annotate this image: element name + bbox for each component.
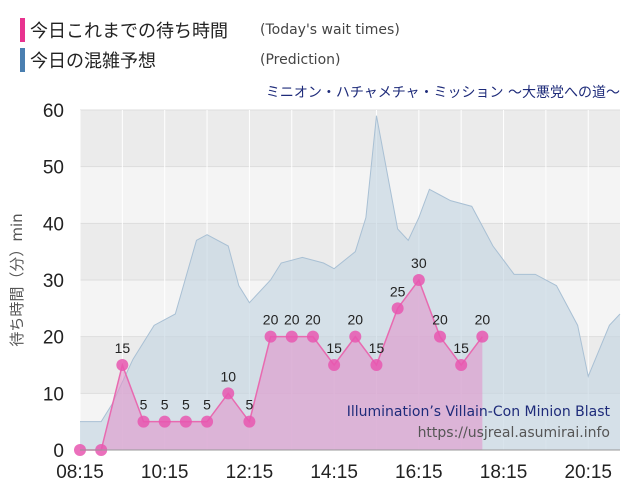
data-label: 20 (348, 312, 364, 328)
data-label: 5 (161, 397, 169, 413)
x-tick-label: 18:15 (480, 462, 528, 483)
today-point (434, 330, 446, 343)
data-label: 5 (246, 397, 254, 413)
chart-title: ミニオン・ハチャメチャ・ミッション ～大悪党への道～ (266, 85, 620, 101)
today-point (412, 274, 425, 286)
attribution-title: Illumination’s Villain-Con Minion Blast (347, 404, 611, 420)
today-point (201, 415, 214, 428)
today-point (116, 359, 129, 371)
today-point (349, 330, 362, 343)
today-point (179, 415, 192, 428)
today-point (455, 359, 468, 371)
legend-label-prediction: 今日の混雑予想 (30, 51, 156, 72)
legend-sublabel-today: (Today's wait times) (260, 22, 400, 38)
today-point (137, 415, 150, 428)
y-tick-label: 20 (43, 328, 64, 349)
today-area (80, 280, 483, 450)
prediction-line (80, 115, 621, 423)
legend-swatch-prediction (20, 48, 25, 72)
grid-band (80, 110, 620, 167)
data-label: 20 (475, 312, 491, 328)
today-point (158, 415, 171, 428)
data-label: 5 (140, 397, 148, 413)
today-point (285, 330, 298, 343)
x-tick-label: 16:15 (395, 462, 443, 483)
prediction-series (80, 115, 621, 451)
data-label: 15 (453, 340, 469, 356)
data-label: 20 (263, 312, 279, 328)
legend-label-today: 今日これまでの待ち時間 (30, 21, 228, 42)
prediction-area (80, 115, 620, 451)
legend-swatch-today (20, 18, 25, 42)
y-tick-label: 30 (43, 271, 64, 292)
data-label: 10 (220, 368, 236, 384)
today-point (264, 330, 277, 343)
x-tick-label: 12:15 (226, 462, 274, 483)
y-tick-label: 40 (43, 214, 64, 235)
data-label: 20 (432, 312, 448, 328)
x-tick-label: 10:15 (141, 462, 189, 483)
today-point (370, 359, 383, 371)
y-tick-label: 50 (43, 158, 64, 179)
y-axis-label: 待ち時間（分）min (8, 213, 26, 346)
y-tick-label: 60 (43, 101, 64, 122)
y-tick-label: 0 (53, 441, 64, 462)
data-label: 30 (411, 255, 427, 271)
legend-prediction: 今日の混雑予想 (Prediction) (20, 48, 340, 72)
x-tick-label: 20:15 (564, 462, 612, 483)
x-tick-label: 08:15 (56, 462, 104, 483)
today-point (306, 330, 319, 343)
data-label: 5 (203, 397, 211, 413)
data-label: 25 (390, 283, 406, 299)
data-label: 15 (326, 340, 342, 356)
data-label: 20 (305, 312, 321, 328)
legend-today: 今日これまでの待ち時間 (Today's wait times) (20, 18, 400, 42)
axes: 0 10 20 30 40 50 60 08:15 10:15 12:15 14:15 16:15 18… (43, 101, 620, 483)
data-label: 15 (115, 340, 131, 356)
x-tick-label: 14:15 (310, 462, 358, 483)
data-label: 15 (369, 340, 385, 356)
attribution-url: https://usjreal.asumirai.info (418, 425, 610, 441)
legend-sublabel-prediction: (Prediction) (260, 52, 341, 68)
today-point (328, 359, 341, 371)
today-point (222, 387, 235, 400)
data-label: 5 (182, 397, 190, 413)
data-label: 20 (284, 312, 300, 328)
today-point (243, 415, 256, 428)
y-tick-label: 10 (43, 384, 64, 405)
today-point (476, 330, 489, 343)
today-point (391, 302, 404, 315)
